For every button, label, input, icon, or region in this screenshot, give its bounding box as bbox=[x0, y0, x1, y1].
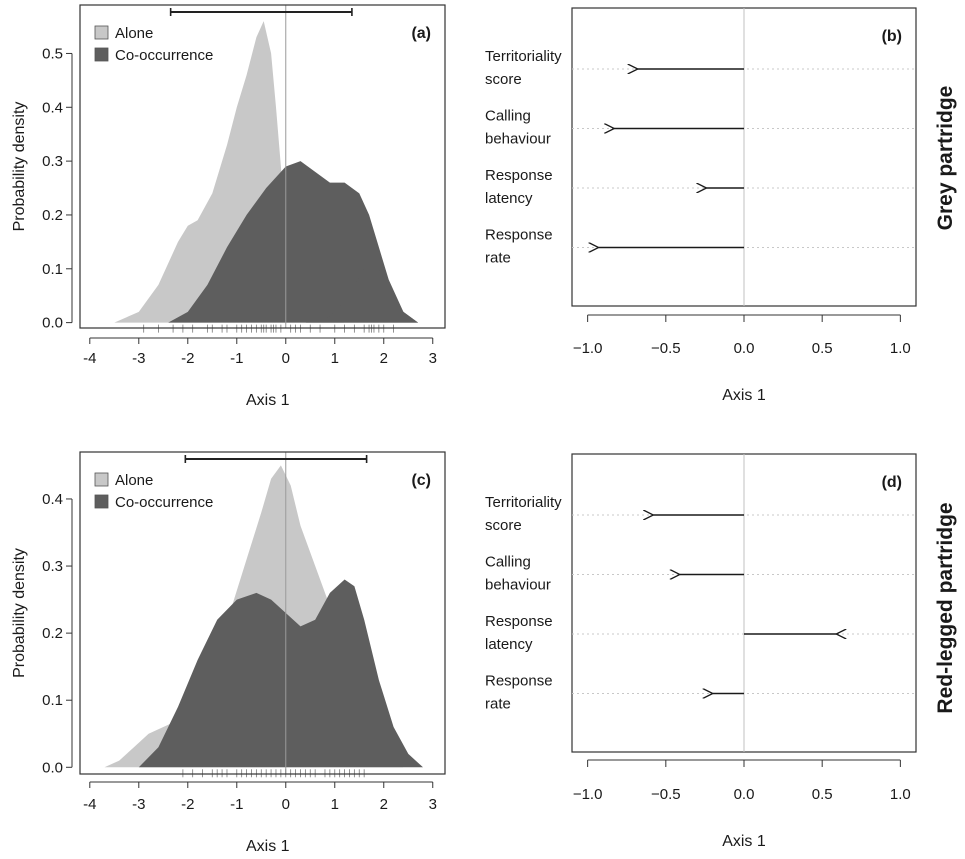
variable-label: Response bbox=[485, 613, 553, 630]
x-axis-title: Axis 1 bbox=[722, 833, 766, 850]
y-tick-label: 0.2 bbox=[42, 207, 63, 224]
variable-label: rate bbox=[485, 696, 511, 713]
y-axis-title: Probability density bbox=[11, 548, 28, 678]
variable-label: Calling bbox=[485, 108, 531, 125]
x-axis-title: Axis 1 bbox=[722, 387, 766, 404]
legend-label: Alone bbox=[115, 472, 153, 489]
x-tick-label: 2 bbox=[380, 796, 388, 813]
x-tick-label: 1.0 bbox=[890, 340, 911, 357]
x-axis-title: Axis 1 bbox=[246, 392, 290, 409]
y-tick-label: 0.0 bbox=[42, 315, 63, 332]
x-tick-label: 0.0 bbox=[734, 340, 755, 357]
variable-label: rate bbox=[485, 250, 511, 267]
row-label-red-legged-partridge: Red-legged partridge bbox=[934, 502, 957, 713]
x-tick-label: -2 bbox=[181, 350, 194, 367]
panel-d: −1.0 −0.5 0.0 0.5 1.0 Axis 1 (d) bbox=[572, 454, 916, 850]
legend-label: Co-occurrence bbox=[115, 47, 213, 64]
x-tick-label: 0.0 bbox=[734, 786, 755, 803]
variable-label: Response bbox=[485, 673, 553, 690]
panel-c: -4 -3 -2 -1 0 1 2 3 0.0 0.1 0.2 0.3 0.4 Axis 1 Probabi… bbox=[11, 452, 445, 855]
variable-label: Territoriality bbox=[485, 48, 562, 65]
legend-swatch bbox=[95, 26, 108, 39]
variable-label: latency bbox=[485, 636, 533, 653]
x-tick-label: 1 bbox=[331, 350, 339, 367]
y-tick-label: 0.5 bbox=[42, 45, 63, 62]
x-tick-label: 2 bbox=[380, 350, 388, 367]
panel-a: -4 -3 -2 -1 0 1 2 3 0.0 0.1 0.2 0.3 0.4 0.5 Axis 1 Prob… bbox=[11, 5, 445, 409]
y-axis-title: Probability density bbox=[11, 102, 28, 232]
x-tick-label: 3 bbox=[429, 796, 437, 813]
x-tick-label: 0.5 bbox=[812, 340, 833, 357]
panel-letter: (b) bbox=[882, 28, 902, 45]
x-tick-label: -1 bbox=[230, 350, 243, 367]
legend-label: Co-occurrence bbox=[115, 494, 213, 511]
x-axis-title: Axis 1 bbox=[246, 838, 290, 855]
variable-label: latency bbox=[485, 190, 533, 207]
x-tick-label: −1.0 bbox=[573, 786, 603, 803]
legend-swatch bbox=[95, 495, 108, 508]
x-tick-label: −0.5 bbox=[651, 340, 681, 357]
x-tick-label: 1.0 bbox=[890, 786, 911, 803]
legend-swatch bbox=[95, 48, 108, 61]
x-tick-label: -2 bbox=[181, 796, 194, 813]
x-tick-label: -4 bbox=[83, 350, 96, 367]
x-tick-label: 0 bbox=[282, 796, 290, 813]
x-tick-label: -3 bbox=[132, 796, 145, 813]
variable-label: score bbox=[485, 517, 522, 534]
x-tick-label: -4 bbox=[83, 796, 96, 813]
x-tick-label: −0.5 bbox=[651, 786, 681, 803]
y-tick-label: 0.4 bbox=[42, 491, 63, 508]
x-tick-label: 0.5 bbox=[812, 786, 833, 803]
y-tick-label: 0.4 bbox=[42, 99, 63, 116]
variable-label: Response bbox=[485, 167, 553, 184]
x-tick-label: −1.0 bbox=[573, 340, 603, 357]
y-tick-label: 0.0 bbox=[42, 759, 63, 776]
y-tick-label: 0.1 bbox=[42, 692, 63, 709]
panel-b: −1.0 −0.5 0.0 0.5 1.0 Axis 1 (b) bbox=[572, 8, 916, 404]
legend-swatch bbox=[95, 473, 108, 486]
row-label-grey-partridge: Grey partridge bbox=[934, 86, 957, 231]
panel-letter: (c) bbox=[411, 472, 431, 489]
x-tick-label: 0 bbox=[282, 350, 290, 367]
variable-label: behaviour bbox=[485, 131, 551, 148]
variable-label: score bbox=[485, 71, 522, 88]
y-tick-label: 0.2 bbox=[42, 625, 63, 642]
x-tick-label: 3 bbox=[429, 350, 437, 367]
panel-letter: (a) bbox=[411, 25, 431, 42]
x-tick-label: -1 bbox=[230, 796, 243, 813]
legend-label: Alone bbox=[115, 25, 153, 42]
y-tick-label: 0.3 bbox=[42, 558, 63, 575]
y-tick-label: 0.3 bbox=[42, 153, 63, 170]
variable-label: Calling bbox=[485, 554, 531, 571]
x-tick-label: -3 bbox=[132, 350, 145, 367]
x-tick-label: 1 bbox=[331, 796, 339, 813]
y-tick-label: 0.1 bbox=[42, 261, 63, 278]
variable-label: behaviour bbox=[485, 577, 551, 594]
variable-label: Territoriality bbox=[485, 494, 562, 511]
panel-letter: (d) bbox=[882, 474, 902, 491]
variable-label: Response bbox=[485, 227, 553, 244]
